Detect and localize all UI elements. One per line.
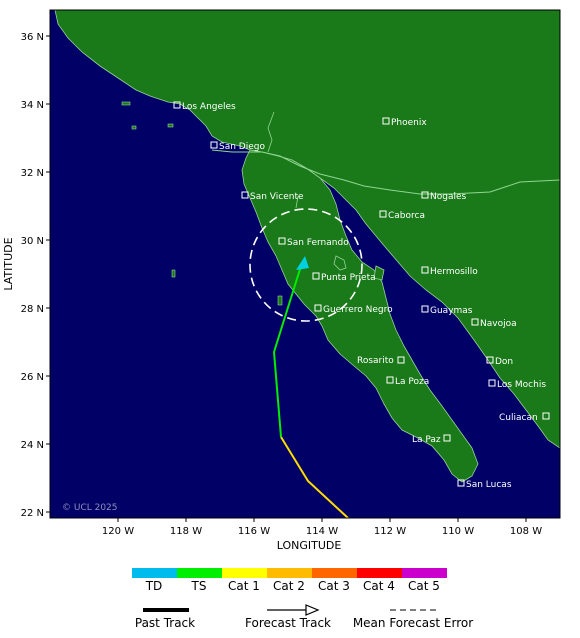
x-tick-label: 120 W	[102, 526, 134, 537]
city-marker	[421, 305, 429, 313]
city-label: Caborca	[388, 211, 425, 221]
forecast-track-line	[273, 351, 282, 438]
legend-swatch-cat4	[357, 568, 402, 578]
mean-error-label: Mean Forecast Error	[353, 616, 473, 630]
city-label: San Lucas	[466, 480, 512, 490]
y-tick-label: 36 N	[21, 32, 44, 43]
gulf-island	[333, 255, 347, 271]
y-tick-label: 22 N	[21, 508, 44, 519]
y-tick-label: 24 N	[21, 440, 44, 451]
city-marker	[382, 117, 390, 125]
forecast-track-label: Forecast Track	[245, 616, 331, 630]
channel-island	[121, 101, 131, 106]
x-axis-title: LONGITUDE	[277, 539, 342, 552]
track-legend: Past Track Forecast Track Mean Forecast …	[135, 604, 473, 630]
x-tick-label: 118 W	[170, 526, 202, 537]
forecast-arrow-line	[273, 265, 302, 353]
past-track-label: Past Track	[135, 616, 195, 630]
city-label: San Vicente	[250, 192, 304, 202]
city-label: Navojoa	[480, 319, 517, 329]
city-marker	[471, 318, 479, 326]
x-tick-label: 110 W	[442, 526, 474, 537]
mean-error-circle	[249, 208, 363, 322]
cedros-island	[277, 295, 283, 306]
city-label: Nogales	[430, 192, 467, 202]
city-label: La Paz	[412, 435, 441, 445]
city-marker	[314, 304, 322, 312]
copyright-text: © UCL 2025	[62, 503, 118, 513]
gulf-island-2	[373, 265, 385, 281]
legend-swatch-cat3	[312, 568, 357, 578]
city-label: San Diego	[219, 142, 265, 152]
city-marker	[173, 101, 181, 109]
guadalupe-island	[171, 269, 176, 278]
x-tick-label: 112 W	[374, 526, 406, 537]
y-tick-label: 28 N	[21, 304, 44, 315]
city-marker	[241, 191, 249, 199]
legend-swatch-cat1	[222, 568, 267, 578]
x-tick-label: 116 W	[238, 526, 270, 537]
city-label: Phoenix	[391, 118, 427, 128]
legend-swatch-td	[132, 568, 177, 578]
legend-label-ts: TS	[191, 579, 207, 593]
legend-label-cat1: Cat 1	[228, 579, 260, 593]
intensity-legend: TD TS Cat 1 Cat 2 Cat 3 Cat 4 Cat 5	[132, 568, 447, 593]
city-marker	[312, 272, 320, 280]
legend-label-cat4: Cat 4	[363, 579, 395, 593]
city-marker	[386, 376, 394, 384]
city-marker	[397, 356, 405, 364]
city-marker	[486, 356, 494, 364]
y-tick-label: 30 N	[21, 236, 44, 247]
city-label: La Poza	[395, 377, 429, 387]
x-axis: 120 W 118 W 116 W 114 W 112 W 110 W 108 …	[102, 518, 542, 552]
legend-swatch-cat5	[402, 568, 447, 578]
plot-frame	[49, 9, 561, 519]
city-marker	[488, 379, 496, 387]
y-tick-label: 32 N	[21, 168, 44, 179]
state-border-2	[295, 195, 299, 209]
y-axis: 36 N 34 N 32 N 30 N 28 N 26 N 24 N 22 N …	[2, 32, 50, 519]
x-tick-label: 108 W	[510, 526, 542, 537]
city-marker	[457, 479, 465, 487]
city-marker	[379, 210, 387, 218]
channel-island-2	[131, 125, 137, 130]
city-label: Rosarito	[357, 356, 394, 366]
city-label: Guaymas	[430, 306, 473, 316]
legend-label-cat2: Cat 2	[273, 579, 305, 593]
state-border	[267, 111, 275, 153]
city-marker	[542, 412, 550, 420]
legend-label-td: TD	[145, 579, 163, 593]
city-label: Los Mochis	[497, 380, 546, 390]
forecast-track-arrowhead	[305, 604, 320, 616]
legend-swatch-ts	[177, 568, 222, 578]
forecast-arrow-head	[296, 256, 309, 270]
city-label: Hermosillo	[430, 267, 478, 277]
us-mexico-border	[211, 149, 560, 195]
city-marker	[278, 237, 286, 245]
city-label: Los Angeles	[182, 102, 236, 112]
city-label: San Fernando	[287, 238, 349, 248]
city-label: Guerrero Negro	[323, 305, 393, 315]
y-tick-label: 26 N	[21, 372, 44, 383]
y-axis-title: LATITUDE	[2, 237, 15, 290]
channel-island-3	[167, 123, 174, 128]
y-tick-label: 34 N	[21, 100, 44, 111]
city-label: Don	[495, 357, 513, 367]
baja-peninsula	[241, 149, 479, 483]
legend-label-cat5: Cat 5	[408, 579, 440, 593]
past-track-line	[280, 436, 349, 518]
city-label: Punta Prieta	[321, 273, 376, 283]
legend-label-cat3: Cat 3	[318, 579, 350, 593]
x-tick-label: 114 W	[306, 526, 338, 537]
city-marker	[421, 191, 429, 199]
city-marker	[421, 266, 429, 274]
city-markers: Los Angeles San Diego Phoenix San Vicent…	[173, 101, 550, 490]
city-marker	[210, 141, 218, 149]
city-marker	[443, 434, 451, 442]
legend-swatch-cat2	[267, 568, 312, 578]
city-label: Culiacan	[499, 413, 538, 423]
